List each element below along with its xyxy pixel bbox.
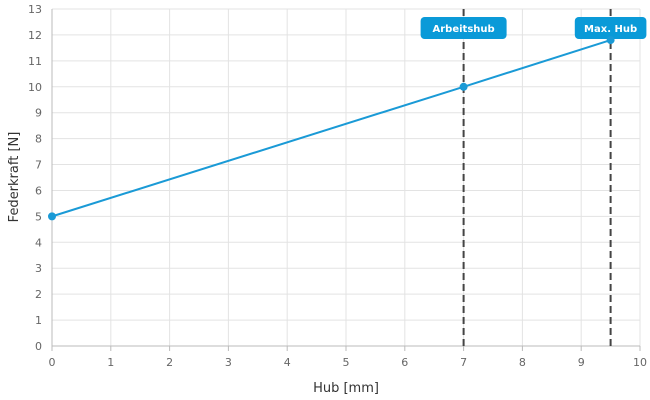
marker-label-2: Max. Hub [584,24,637,35]
marker-badge-2 [574,17,647,39]
x-tick-label: 3 [225,356,232,369]
axes [51,9,641,351]
y-tick-label: 1 [35,314,42,327]
markers: Arbeitshub Max. Hub [420,9,647,346]
y-tick-label: 0 [35,340,42,353]
y-tick-label: 13 [28,3,42,16]
data-point [48,212,56,221]
y-tick-label: 11 [28,55,42,68]
y-tick-label: 9 [35,107,42,120]
y-tick-label: 2 [35,288,42,301]
marker-label-1: Arbeitshub [433,24,495,35]
data-point [459,82,468,91]
y-tick-label: 7 [35,159,42,172]
y-tick-label: 5 [35,210,42,223]
x-tick-label: 4 [284,356,291,369]
x-tick-label: 6 [401,356,408,369]
x-tick-label: 7 [460,356,467,369]
x-tick-label: 2 [166,356,173,369]
x-tick-label: 5 [343,356,350,369]
series [48,36,615,221]
x-tick-label: 0 [49,356,56,369]
x-tick-label: 9 [578,356,585,369]
data-point [606,36,615,45]
marker-badge-1 [420,17,507,39]
y-tick-label: 6 [35,184,42,197]
x-axis-label: Hub [mm] [313,381,379,396]
y-tick-label: 8 [35,133,42,146]
x-tick-label: 8 [519,356,526,369]
y-tick-label: 10 [28,81,42,94]
x-tick-label: 10 [633,356,647,369]
series-line-1 [51,39,611,218]
x-tick-label: 1 [107,356,114,369]
y-tick-label: 3 [35,262,42,275]
y-tick-label: 4 [35,236,42,249]
y-tick-label: 12 [28,29,42,42]
y-axis-label: Federkraft [N] [7,132,22,223]
grid [51,8,641,347]
